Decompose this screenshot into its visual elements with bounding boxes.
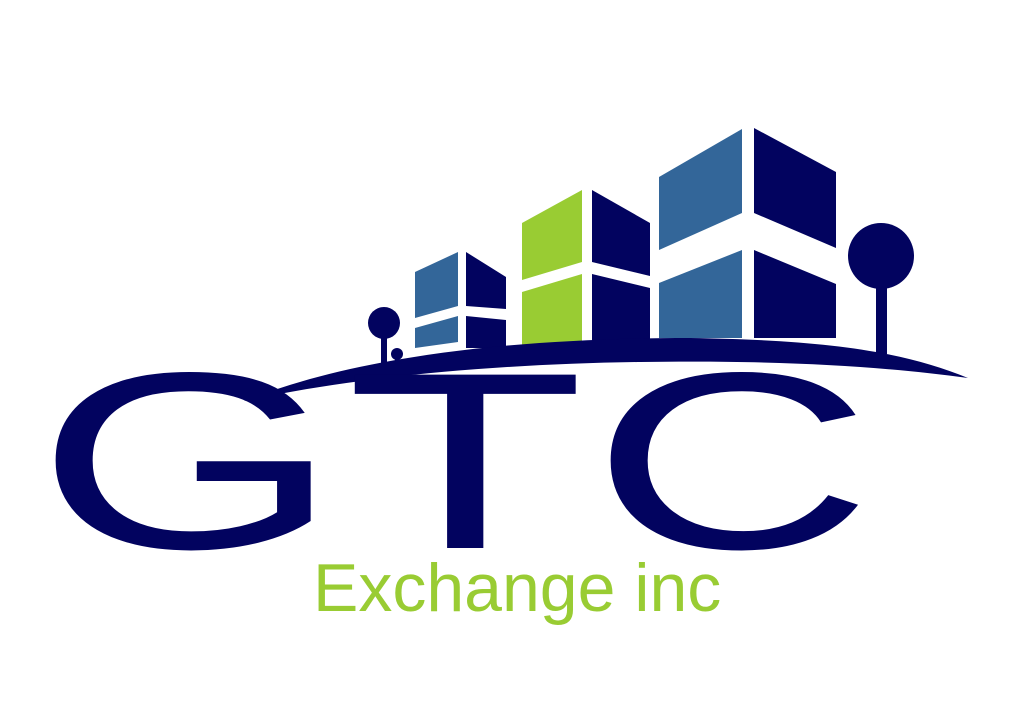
hill-swoosh-icon	[244, 338, 968, 401]
tagline: Exchange inc	[313, 550, 722, 626]
tall-building-icon	[659, 128, 836, 338]
brand-letters: GTC	[36, 321, 880, 602]
small-building-icon	[415, 252, 506, 348]
tree-icon-small	[368, 307, 400, 369]
green-building-icon	[522, 190, 650, 345]
tree-icon-large	[848, 223, 914, 354]
